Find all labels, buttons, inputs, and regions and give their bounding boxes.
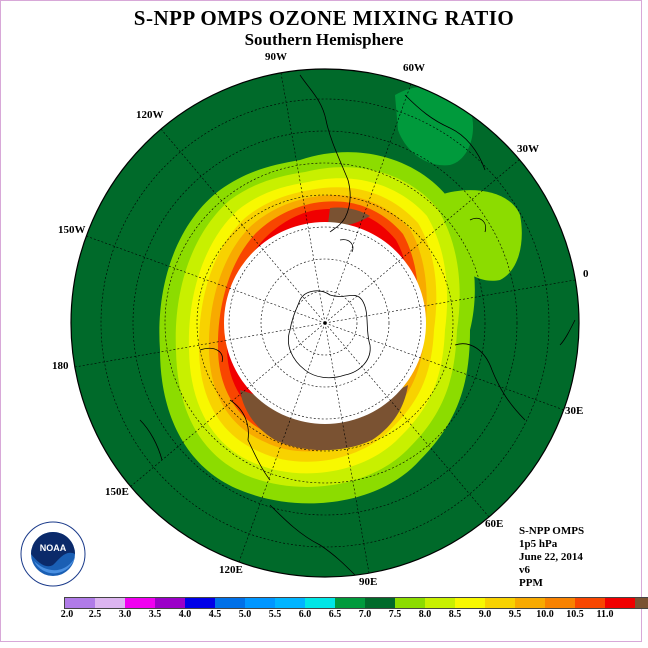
colorbar-tick-label: 4.5 [208,609,222,620]
lon-label-60w: 60W [403,62,425,74]
lon-label-30w: 30W [517,143,539,155]
coastlines [139,74,576,576]
info-units: PPM [519,577,543,589]
colorbar-swatch [215,598,245,608]
ozone-patch-11-0 [328,207,370,226]
colorbar [64,597,648,609]
colorbar-swatch [245,598,275,608]
colorbar-swatch [635,598,648,608]
colorbar-tick-label: 3.5 [148,609,162,620]
colorbar-tick-label: 2.0 [60,609,74,620]
colorbar-swatch [65,598,95,608]
colorbar-tick-label: 6.5 [328,609,342,620]
colorbar-swatch [335,598,365,608]
colorbar-swatch [515,598,545,608]
colorbar-tick-label: 9.5 [508,609,522,620]
colorbar-tick-label: 7.5 [388,609,402,620]
colorbar-tick-label: 6.0 [298,609,312,620]
lon-label-0: 0 [583,268,589,280]
colorbar-swatch [575,598,605,608]
lon-label-60e: 60E [485,518,504,530]
lon-label-150e: 150E [105,486,129,498]
colorbar-tick-label: 4.0 [178,609,192,620]
colorbar-swatch [545,598,575,608]
lon-label-30e: 30E [565,405,584,417]
colorbar-tick-label: 3.0 [118,609,132,620]
colorbar-tick-label: 2.5 [88,609,102,620]
info-date: June 22, 2014 [519,551,583,563]
colorbar-swatch [155,598,185,608]
ozone-patch-6-5 [395,86,474,166]
lon-label-180: 180 [52,360,69,372]
colorbar-swatch [455,598,485,608]
info-instrument: S-NPP OMPS [519,525,585,537]
colorbar-tick-label: 8.0 [418,609,432,620]
colorbar-swatch [305,598,335,608]
colorbar-swatch [95,598,125,608]
noaa-logo: NOAA [20,521,86,587]
colorbar-tick-label: 11.0 [596,609,614,620]
colorbar-swatch [125,598,155,608]
map-subtitle: Southern Hemisphere [244,30,404,49]
lon-label-150w: 150W [58,224,86,236]
colorbar-ticks: 2.0 2.5 3.0 3.5 4.0 4.5 5.0 5.5 6.0 6.5 7.0 7.5 8.0 8… [0,609,648,623]
colorbar-tick-label: 10.0 [536,609,554,620]
colorbar-swatch [185,598,215,608]
colorbar-swatch [425,598,455,608]
info-version: v6 [519,564,530,576]
colorbar-swatch [395,598,425,608]
colorbar-tick-label: 8.5 [448,609,462,620]
lon-label-90e: 90E [359,576,378,588]
colorbar-swatch [365,598,395,608]
colorbar-tick-label: 9.0 [478,609,492,620]
colorbar-tick-label: 7.0 [358,609,372,620]
colorbar-swatch [605,598,635,608]
lon-label-90w: 90W [265,51,287,63]
colorbar-swatch [275,598,305,608]
colorbar-tick-label: 5.0 [238,609,252,620]
lon-label-120e: 120E [219,564,243,576]
map-title: S-NPP OMPS OZONE MIXING RATIO [133,6,515,30]
info-block: S-NPP OMPS 1p5 hPa June 22, 2014 v6 PPM [519,525,584,590]
colorbar-swatch [485,598,515,608]
colorbar-tick-label: 10.5 [566,609,584,620]
lon-label-120w: 120W [136,109,164,121]
map-border [70,68,580,578]
info-level: 1p5 hPa [519,538,558,550]
colorbar-tick-label: 5.5 [268,609,282,620]
south-pole-marker [323,321,327,325]
noaa-logo-text: NOAA [40,543,67,553]
